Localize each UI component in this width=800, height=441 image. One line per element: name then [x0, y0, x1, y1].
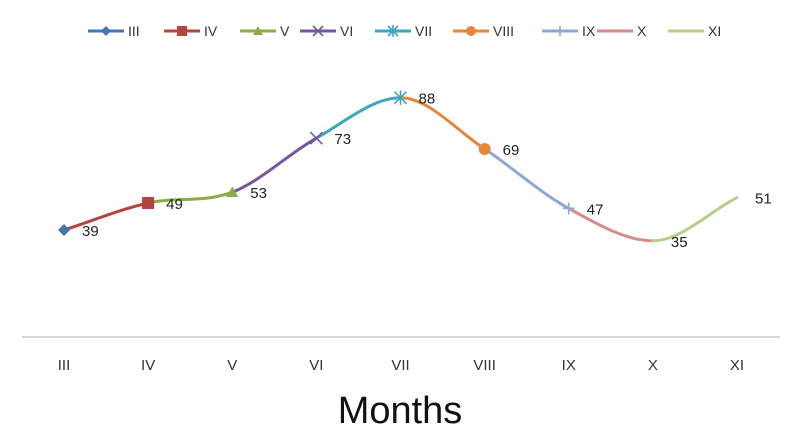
legend-marker — [466, 26, 476, 36]
line-segment-IV-V — [146, 190, 234, 205]
x-tick-VII: VII — [391, 357, 409, 374]
data-label-VIII: 69 — [503, 142, 520, 159]
legend-label: VII — [415, 23, 432, 39]
data-label-V: 53 — [250, 185, 267, 202]
x-tick-XI: XI — [730, 357, 744, 374]
legend-item-VIII: VIII — [453, 23, 514, 39]
x-tick-IX: IX — [562, 357, 576, 374]
data-label-III: 39 — [82, 223, 99, 240]
legend-marker — [101, 26, 111, 36]
legend-label: VI — [340, 23, 353, 39]
data-labels: 39 49 53 73 88 69 47 35 51 — [82, 91, 772, 251]
x-tick-X: X — [648, 357, 658, 374]
line-segment-IX-X — [567, 206, 655, 243]
legend-item-IX: IX — [542, 23, 596, 39]
x-tick-VIII: VIII — [473, 357, 496, 374]
legend-item-IV: IV — [164, 23, 218, 39]
legend-marker — [555, 26, 565, 36]
legend-label: VIII — [493, 23, 514, 39]
data-point-VI — [309, 131, 323, 145]
data-label-X: 35 — [671, 234, 688, 251]
data-point-V — [226, 186, 239, 197]
line-segments — [62, 96, 739, 243]
legend: III IV V VI VII VIII IX X XI — [88, 23, 721, 39]
data-label-IV: 49 — [166, 196, 183, 213]
legend-label: IX — [582, 23, 596, 39]
data-markers — [58, 90, 575, 236]
legend-label: X — [637, 23, 647, 39]
line-segment-VII-VIII — [399, 96, 487, 151]
legend-label: III — [128, 23, 140, 39]
line-segment-VIII-IX — [483, 147, 571, 210]
x-axis-title: Months — [338, 390, 463, 432]
legend-marker — [253, 26, 263, 35]
x-tick-III: III — [58, 357, 71, 374]
line-segment-VI-VII — [314, 96, 402, 140]
data-label-XI: 51 — [755, 191, 772, 208]
line-segment-III-IV — [62, 201, 150, 232]
data-label-IX: 47 — [587, 201, 604, 218]
data-point-VII — [393, 90, 408, 105]
legend-marker — [312, 25, 324, 37]
legend-marker — [177, 26, 187, 36]
legend-label: XI — [708, 23, 721, 39]
legend-label: V — [280, 23, 290, 39]
legend-label: IV — [204, 23, 218, 39]
x-tick-V: V — [227, 357, 237, 374]
line-segment-X-XI — [651, 196, 739, 243]
x-tick-IV: IV — [141, 357, 155, 374]
x-tick-labels: III IV V VI VII VIII IX X XI — [58, 357, 744, 374]
x-tick-VI: VI — [309, 357, 323, 374]
legend-marker — [387, 25, 399, 37]
legend-item-XI: XI — [668, 23, 721, 39]
data-point-IV — [142, 197, 155, 209]
data-label-VI: 73 — [334, 131, 351, 148]
line-segment-V-VI — [230, 136, 318, 194]
data-point-VIII — [478, 143, 491, 155]
legend-item-X: X — [597, 23, 647, 39]
legend-item-V: V — [240, 23, 290, 39]
legend-item-VI: VI — [300, 23, 353, 39]
data-point-III — [58, 224, 70, 236]
legend-item-III: III — [88, 23, 140, 39]
legend-item-VII: VII — [375, 23, 432, 39]
data-point-IX — [562, 202, 575, 215]
data-label-VII: 88 — [419, 91, 436, 108]
